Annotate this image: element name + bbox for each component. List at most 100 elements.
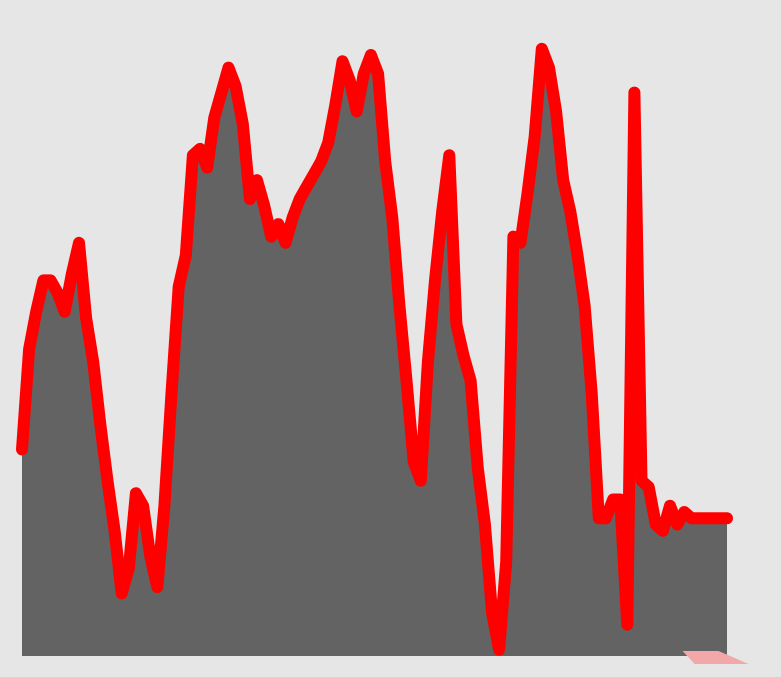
data-point-62 [460, 352, 467, 359]
marker-layer [682, 651, 749, 664]
data-point-15 [125, 565, 132, 572]
data-point-82 [602, 515, 609, 522]
data-point-89 [652, 521, 659, 528]
data-point-26 [204, 164, 211, 171]
data-point-67 [496, 646, 503, 653]
data-point-32 [246, 196, 253, 202]
series-line [16, 42, 733, 656]
data-point-74 [546, 64, 552, 71]
data-point-88 [645, 484, 652, 490]
data-point-9 [83, 315, 90, 321]
data-point-79 [581, 302, 588, 309]
data-point-78 [574, 252, 581, 259]
data-point-83 [610, 496, 617, 503]
data-point-65 [481, 521, 488, 528]
series-area-fill [22, 48, 727, 657]
data-point-19 [154, 584, 161, 591]
data-point-24 [189, 152, 196, 159]
data-point-80 [588, 390, 595, 397]
data-point-6 [61, 308, 68, 315]
data-point-12 [104, 477, 111, 484]
data-point-97 [709, 515, 716, 522]
data-point-86 [631, 89, 638, 96]
data-point-10 [90, 358, 97, 365]
data-point-93 [681, 509, 688, 515]
data-point-37 [282, 239, 289, 246]
data-point-58 [432, 277, 438, 284]
data-point-17 [140, 502, 147, 509]
data-point-71 [524, 189, 531, 196]
data-point-7 [68, 271, 75, 278]
data-point-13 [111, 527, 118, 534]
data-point-14 [118, 590, 125, 597]
data-point-59 [439, 208, 446, 215]
data-point-5 [54, 289, 61, 296]
data-point-8 [76, 239, 82, 246]
data-point-25 [197, 145, 203, 152]
data-point-33 [254, 177, 260, 184]
data-point-99 [724, 515, 730, 522]
data-point-36 [275, 221, 282, 228]
data-point-34 [261, 202, 268, 209]
data-point-95 [695, 515, 702, 522]
data-point-27 [211, 114, 218, 121]
data-point-44 [332, 102, 339, 109]
data-point-0 [19, 446, 25, 453]
data-point-57 [424, 358, 431, 365]
data-point-87 [638, 477, 645, 484]
data-point-54 [403, 377, 410, 384]
data-point-72 [531, 133, 538, 140]
data-point-21 [168, 390, 175, 397]
marker-0 [682, 651, 749, 664]
data-point-22 [175, 283, 182, 290]
data-point-29 [225, 64, 232, 71]
data-point-20 [161, 502, 168, 509]
data-point-96 [702, 515, 709, 522]
data-point-1 [26, 346, 33, 353]
data-point-28 [218, 89, 225, 96]
data-point-16 [132, 490, 139, 497]
data-point-92 [674, 521, 681, 528]
data-point-30 [232, 83, 239, 90]
data-point-4 [47, 277, 54, 284]
data-point-38 [289, 214, 296, 221]
data-point-70 [517, 239, 524, 246]
data-point-73 [538, 45, 545, 52]
data-point-90 [659, 527, 666, 534]
data-point-40 [303, 183, 310, 190]
data-point-39 [296, 196, 303, 202]
data-point-94 [688, 515, 695, 522]
data-point-41 [311, 171, 317, 177]
data-point-3 [40, 277, 47, 284]
data-point-75 [553, 108, 560, 115]
data-point-85 [624, 621, 631, 628]
data-point-64 [474, 465, 481, 472]
data-point-48 [360, 70, 367, 77]
data-point-56 [417, 477, 424, 484]
data-point-51 [382, 158, 389, 165]
data-point-42 [318, 158, 325, 165]
data-point-63 [467, 377, 474, 384]
data-point-53 [396, 302, 403, 309]
data-point-11 [97, 421, 104, 428]
data-point-35 [268, 233, 275, 240]
data-point-2 [33, 308, 40, 315]
data-point-81 [595, 515, 602, 522]
data-point-23 [182, 252, 189, 259]
data-point-31 [239, 120, 246, 127]
data-point-18 [147, 552, 154, 559]
data-point-84 [617, 496, 624, 503]
data-point-47 [353, 108, 360, 115]
data-point-77 [567, 208, 574, 215]
data-point-98 [716, 515, 723, 522]
data-point-60 [446, 152, 453, 159]
data-point-66 [489, 609, 495, 616]
data-point-68 [503, 559, 510, 566]
series-points [19, 45, 730, 653]
data-point-61 [453, 321, 460, 328]
data-point-45 [339, 58, 346, 65]
data-point-52 [389, 214, 396, 221]
data-point-76 [560, 177, 567, 184]
